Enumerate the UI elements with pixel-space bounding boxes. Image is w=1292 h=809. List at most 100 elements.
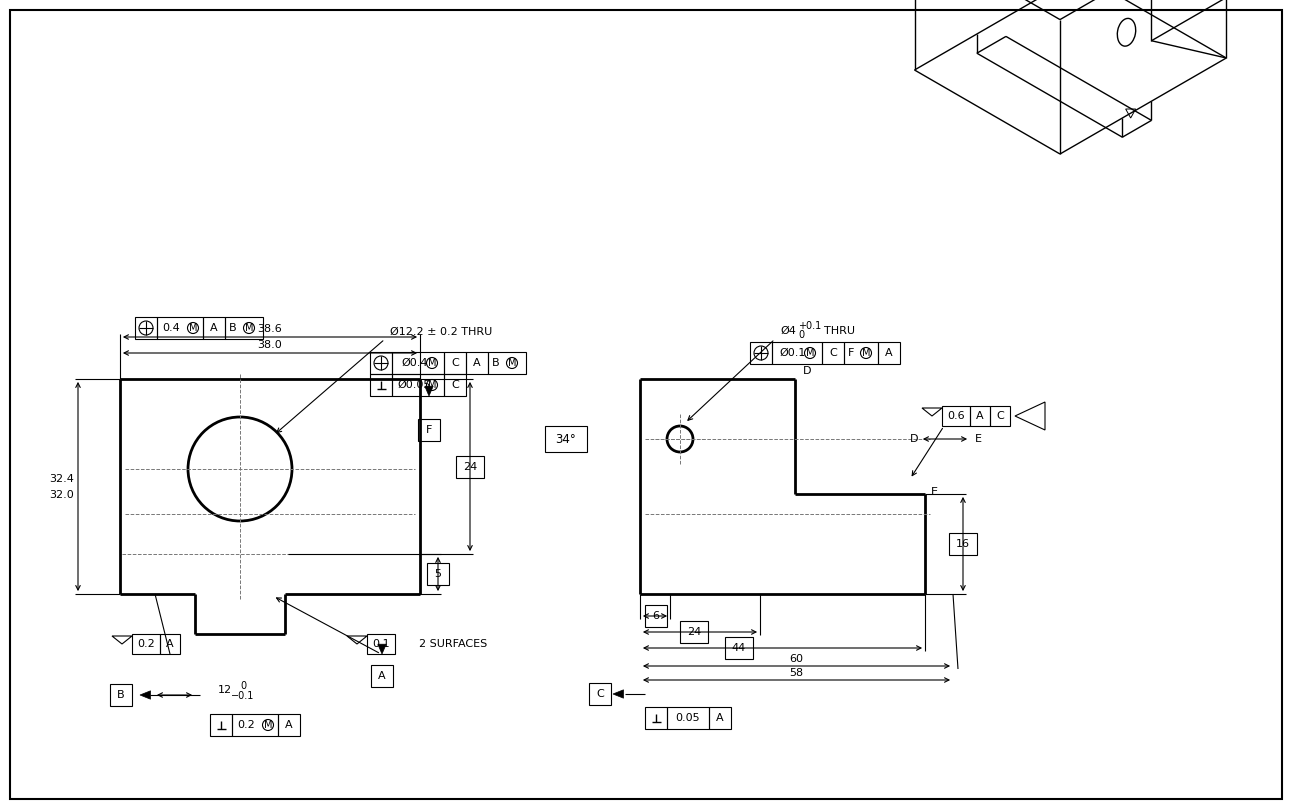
- Text: M: M: [428, 380, 437, 390]
- Text: 60: 60: [789, 654, 804, 664]
- Text: C: C: [451, 358, 459, 368]
- Bar: [225, 317, 264, 339]
- Text: 0.1: 0.1: [372, 639, 390, 649]
- Bar: [545, 426, 587, 452]
- Text: 38.0: 38.0: [257, 340, 283, 350]
- Text: Ø0.05: Ø0.05: [397, 380, 430, 390]
- Bar: [211, 714, 233, 736]
- Text: 0.05: 0.05: [676, 713, 700, 723]
- Text: A: A: [473, 358, 481, 368]
- Bar: [371, 665, 393, 687]
- Bar: [680, 621, 708, 643]
- Text: 32.4: 32.4: [49, 473, 74, 484]
- Bar: [667, 707, 709, 729]
- Text: 34°: 34°: [556, 433, 576, 446]
- Bar: [444, 352, 466, 374]
- Bar: [160, 634, 180, 654]
- Bar: [589, 683, 611, 705]
- Text: C: C: [829, 348, 837, 358]
- Text: M: M: [264, 720, 273, 730]
- Text: A: A: [977, 411, 983, 421]
- Text: A: A: [167, 639, 174, 649]
- Bar: [749, 342, 773, 364]
- Text: F: F: [848, 348, 854, 358]
- Text: C: C: [451, 380, 459, 390]
- Text: B: B: [229, 323, 236, 333]
- Bar: [132, 634, 160, 654]
- Text: 58: 58: [789, 668, 804, 678]
- Bar: [645, 605, 667, 627]
- Bar: [466, 352, 488, 374]
- Text: 0.6: 0.6: [947, 411, 965, 421]
- Text: 0: 0: [798, 330, 804, 340]
- Bar: [370, 352, 391, 374]
- Text: +0.1: +0.1: [798, 321, 822, 331]
- Text: A: A: [379, 671, 386, 681]
- Text: B: B: [118, 690, 125, 700]
- Text: B: B: [492, 358, 500, 368]
- Text: C: C: [596, 689, 603, 699]
- Text: M: M: [862, 348, 871, 358]
- Text: 0.2: 0.2: [137, 639, 155, 649]
- Bar: [950, 533, 977, 555]
- Bar: [990, 406, 1010, 426]
- Text: 0.2: 0.2: [238, 720, 255, 730]
- Bar: [367, 634, 395, 654]
- Bar: [444, 374, 466, 396]
- Text: 38.6: 38.6: [257, 324, 283, 334]
- Text: F: F: [426, 425, 433, 435]
- Text: 6: 6: [652, 611, 659, 621]
- Bar: [645, 707, 667, 729]
- Text: 24: 24: [463, 461, 477, 472]
- Text: THRU: THRU: [824, 326, 855, 336]
- Bar: [370, 374, 391, 396]
- Text: Ø0.4: Ø0.4: [401, 358, 428, 368]
- Text: 5: 5: [434, 569, 442, 579]
- Text: A: A: [716, 713, 724, 723]
- Bar: [970, 406, 990, 426]
- Bar: [725, 637, 753, 659]
- Text: M: M: [428, 358, 437, 368]
- Bar: [203, 317, 225, 339]
- Text: D: D: [804, 366, 811, 376]
- Bar: [488, 352, 526, 374]
- Text: M: M: [806, 348, 814, 358]
- Text: 24: 24: [687, 627, 702, 637]
- Text: D: D: [910, 434, 919, 444]
- Text: 0: 0: [240, 681, 245, 691]
- Text: Ø4: Ø4: [780, 326, 796, 336]
- Polygon shape: [425, 386, 433, 396]
- Text: A: A: [885, 348, 893, 358]
- Bar: [391, 374, 444, 396]
- Text: Ø12.2 ± 0.2 THRU: Ø12.2 ± 0.2 THRU: [390, 327, 492, 337]
- Polygon shape: [140, 691, 150, 699]
- Text: E: E: [932, 487, 938, 497]
- Bar: [134, 317, 158, 339]
- Polygon shape: [612, 690, 624, 698]
- Bar: [426, 563, 450, 585]
- Text: C: C: [996, 411, 1004, 421]
- Bar: [158, 317, 203, 339]
- Bar: [942, 406, 970, 426]
- Text: M: M: [508, 358, 517, 368]
- Text: 32.0: 32.0: [49, 489, 74, 499]
- Text: −0.1: −0.1: [231, 691, 255, 701]
- Bar: [233, 714, 278, 736]
- Text: 0.4: 0.4: [162, 323, 180, 333]
- Text: M: M: [189, 323, 198, 333]
- Text: E: E: [975, 434, 982, 444]
- Bar: [709, 707, 731, 729]
- Text: A: A: [211, 323, 218, 333]
- Text: 16: 16: [956, 539, 970, 549]
- Text: 12: 12: [218, 685, 233, 695]
- Bar: [110, 684, 132, 706]
- Bar: [844, 342, 879, 364]
- Text: A: A: [286, 720, 293, 730]
- Bar: [456, 455, 484, 477]
- Bar: [822, 342, 844, 364]
- Text: Ø0.1: Ø0.1: [779, 348, 805, 358]
- Text: 44: 44: [731, 643, 745, 653]
- Text: M: M: [244, 323, 253, 333]
- Bar: [278, 714, 300, 736]
- Bar: [419, 419, 441, 441]
